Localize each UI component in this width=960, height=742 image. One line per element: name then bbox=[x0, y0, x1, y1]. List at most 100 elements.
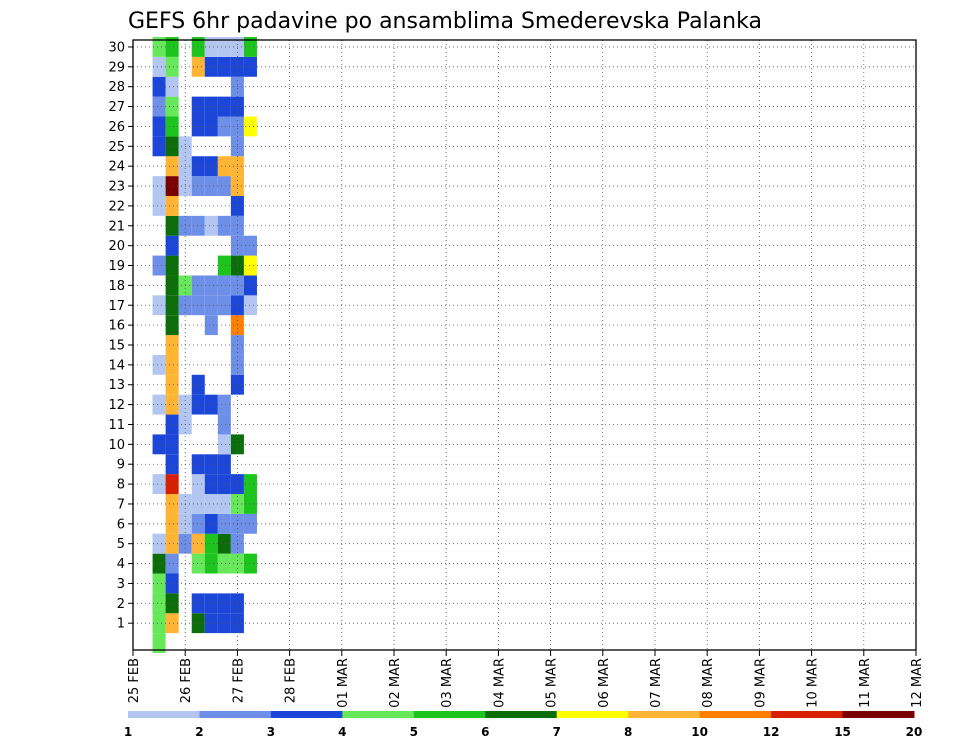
heatmap-cell bbox=[204, 513, 218, 534]
heatmap-cell bbox=[243, 494, 257, 514]
y-tick-label: 10 bbox=[108, 438, 125, 453]
heatmap-cell bbox=[191, 593, 205, 614]
legend-label: 20 bbox=[906, 725, 923, 739]
heatmap-cell bbox=[152, 533, 166, 554]
heatmap-cell bbox=[191, 553, 205, 574]
heatmap-cell bbox=[217, 37, 231, 57]
heatmap-cell bbox=[204, 533, 218, 554]
heatmap-cell bbox=[243, 553, 257, 574]
heatmap-cell bbox=[165, 335, 179, 355]
axes-layer: 1234567891011121314151617181920212223242… bbox=[108, 39, 925, 708]
heatmap-cell bbox=[243, 235, 257, 256]
x-tick-label: 06 MAR bbox=[597, 658, 612, 708]
x-tick-label: 10 MAR bbox=[806, 658, 821, 708]
heatmap-cell bbox=[152, 37, 166, 57]
heatmap-cell bbox=[191, 156, 205, 177]
heatmap-cell bbox=[217, 176, 231, 196]
heatmap-cell bbox=[191, 474, 205, 495]
y-tick-label: 13 bbox=[108, 378, 125, 393]
heatmap-cell bbox=[152, 354, 166, 375]
heatmap-cell bbox=[165, 374, 179, 395]
heatmap-cell bbox=[243, 37, 257, 57]
y-tick-label: 22 bbox=[108, 199, 125, 214]
heatmap-cell bbox=[204, 454, 218, 475]
heatmap-cell bbox=[217, 96, 231, 117]
heatmap-cell bbox=[191, 176, 205, 196]
y-tick-label: 23 bbox=[108, 180, 125, 195]
heatmap-cell bbox=[217, 394, 231, 415]
heatmap-cell bbox=[165, 76, 179, 97]
y-tick-label: 11 bbox=[108, 418, 125, 433]
heatmap-cell bbox=[204, 37, 218, 57]
y-tick-label: 29 bbox=[108, 60, 125, 75]
legend-swatch bbox=[842, 711, 915, 718]
heatmap-cell bbox=[165, 613, 179, 634]
x-tick-label: 02 MAR bbox=[388, 658, 403, 708]
y-tick-label: 20 bbox=[108, 239, 125, 254]
heatmap-cell bbox=[152, 613, 166, 634]
heatmap-cell bbox=[217, 434, 231, 455]
heatmap-cell bbox=[217, 513, 231, 534]
x-tick-label: 11 MAR bbox=[858, 658, 873, 708]
legend-swatch bbox=[342, 711, 415, 718]
chart-title: GEFS 6hr padavine po ansamblima Smederev… bbox=[128, 9, 762, 34]
heatmap-cell bbox=[204, 116, 218, 137]
heatmap-cell bbox=[204, 56, 218, 77]
heatmap-cell bbox=[165, 315, 179, 336]
heatmap-cell bbox=[152, 136, 166, 157]
y-tick-label: 2 bbox=[117, 597, 125, 612]
legend-label: 4 bbox=[338, 725, 346, 739]
heatmap-cell bbox=[165, 394, 179, 415]
x-tick-label: 07 MAR bbox=[649, 658, 664, 708]
heatmap-cell bbox=[217, 156, 231, 177]
heatmap-cell bbox=[165, 533, 179, 554]
y-tick-label: 8 bbox=[117, 478, 125, 493]
y-tick-label: 30 bbox=[108, 40, 125, 55]
heatmap-cell bbox=[204, 553, 218, 574]
heatmap-cell bbox=[152, 593, 166, 614]
y-tick-label: 14 bbox=[108, 358, 125, 373]
heatmap-cell bbox=[243, 295, 257, 316]
legend-swatch bbox=[270, 711, 343, 718]
heatmap-cell bbox=[204, 96, 218, 117]
heatmap-cell bbox=[165, 176, 179, 196]
y-tick-label: 27 bbox=[108, 100, 125, 115]
heatmap-cell bbox=[165, 56, 179, 77]
y-tick-label: 28 bbox=[108, 80, 125, 95]
heatmap-cell bbox=[165, 116, 179, 137]
x-tick-label: 08 MAR bbox=[701, 658, 716, 708]
heatmap-cell bbox=[191, 394, 205, 415]
heatmap-cell bbox=[217, 116, 231, 137]
y-tick-label: 5 bbox=[117, 537, 125, 552]
x-tick-label: 01 MAR bbox=[336, 658, 351, 708]
heatmap-cell bbox=[152, 434, 166, 455]
legend-label: 15 bbox=[834, 725, 851, 739]
heatmap-cell bbox=[243, 56, 257, 77]
heatmap-cell bbox=[243, 275, 257, 296]
legend-label: 3 bbox=[267, 725, 275, 739]
y-tick-label: 16 bbox=[108, 319, 125, 334]
heatmap-cell bbox=[217, 414, 231, 435]
legend-swatch bbox=[485, 711, 558, 718]
heatmap-cell bbox=[165, 96, 179, 117]
heatmap-cell bbox=[217, 593, 231, 614]
heatmap-cell bbox=[191, 37, 205, 57]
x-tick-label: 03 MAR bbox=[440, 658, 455, 708]
heatmap-cell bbox=[217, 553, 231, 574]
y-tick-label: 15 bbox=[108, 339, 125, 354]
heatmap-cell bbox=[217, 613, 231, 634]
heatmap-cell bbox=[152, 195, 166, 216]
heatmap-cell bbox=[191, 513, 205, 534]
y-tick-label: 25 bbox=[108, 140, 125, 155]
heatmap-cell bbox=[152, 96, 166, 117]
heatmap-cell bbox=[191, 533, 205, 554]
heatmap-cell bbox=[191, 613, 205, 634]
heatmap-cell bbox=[204, 215, 218, 236]
heatmap-cell bbox=[191, 454, 205, 475]
heatmap-cell bbox=[217, 255, 231, 276]
y-tick-label: 4 bbox=[117, 557, 125, 572]
heatmap-cell bbox=[191, 494, 205, 514]
y-tick-label: 21 bbox=[108, 219, 125, 234]
